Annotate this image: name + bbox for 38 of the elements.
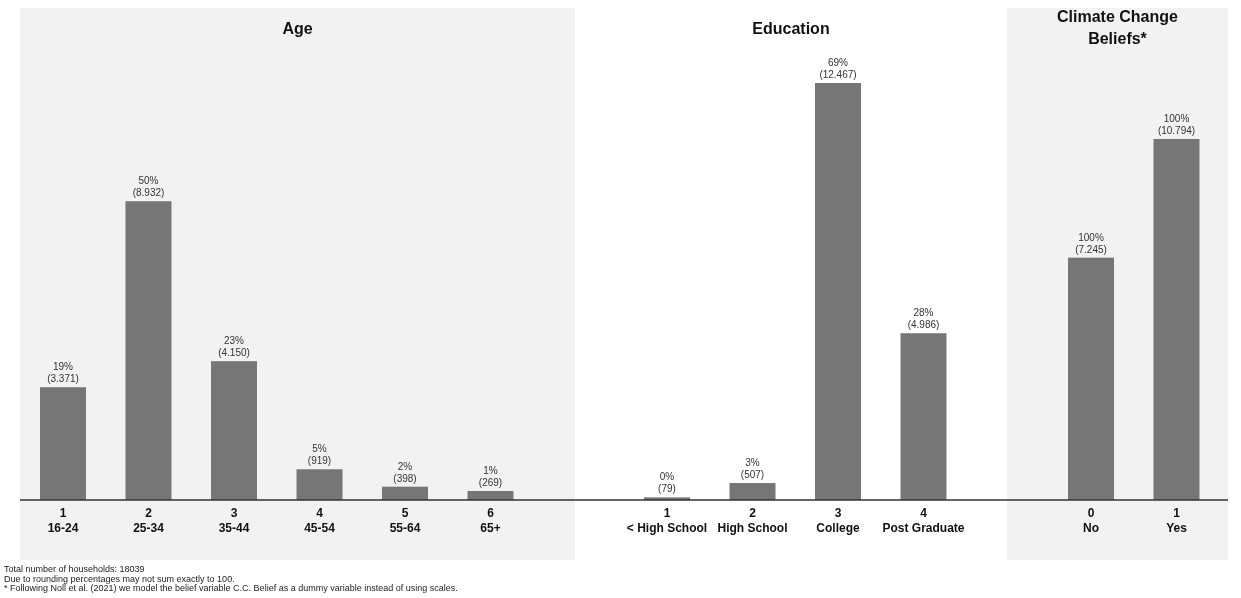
bar (729, 483, 776, 500)
data-label: 1% (269) (478, 465, 503, 488)
x-tick-label: 1 16-24 (47, 506, 79, 535)
bar (296, 469, 343, 500)
x-tick-label: 0 No (1083, 506, 1099, 535)
bar (900, 333, 947, 500)
x-tick-label: 4 Post Graduate (882, 506, 965, 535)
text: Total number of households: 18039 (4, 564, 145, 574)
data-label: 100% (10.794) (1157, 112, 1196, 136)
x-tick-label: 5 55-64 (389, 506, 421, 535)
x-tick-label: 2 25-34 (133, 506, 165, 535)
data-label: 0% (79) (658, 471, 676, 495)
text: * Following Noll et al. (2021) we model the belief variable C.C. Belief as a dummy variable instead of using scales. (4, 583, 458, 593)
bar (40, 387, 86, 500)
data-label: 5% (919) (307, 443, 332, 467)
bar (382, 486, 428, 500)
chart-title: Climate Change Beliefs* (1057, 8, 1179, 47)
data-label: 100% (7.245) (1075, 231, 1107, 255)
bar (125, 201, 172, 500)
data-label: 50% (8.932) (132, 175, 165, 199)
chart-title: Age (282, 20, 313, 37)
chart-title: Education (752, 20, 830, 37)
data-label: 3% (507) (740, 457, 765, 481)
x-tick-label: 1 < High School (626, 506, 708, 535)
data-label: 28% (4.986) (907, 307, 940, 331)
bar (211, 361, 257, 500)
x-tick-label: 3 College (816, 506, 860, 535)
bar (815, 83, 861, 500)
x-tick-label: 4 45-54 (304, 506, 336, 535)
x-tick-label: 1 Yes (1166, 506, 1188, 535)
x-tick-label: 3 35-44 (218, 506, 250, 535)
x-tick-label: 6 65+ (480, 506, 501, 535)
data-label: 2% (398) (393, 460, 417, 484)
data-label: 19% (3.371) (47, 361, 79, 385)
x-tick-label: 2 High School (717, 506, 788, 535)
data-label: 23% (4.150) (218, 335, 250, 359)
text: Due to rounding percentages may not sum exactly to 100. (4, 573, 235, 584)
data-label: 69% (12.467) (819, 57, 857, 80)
